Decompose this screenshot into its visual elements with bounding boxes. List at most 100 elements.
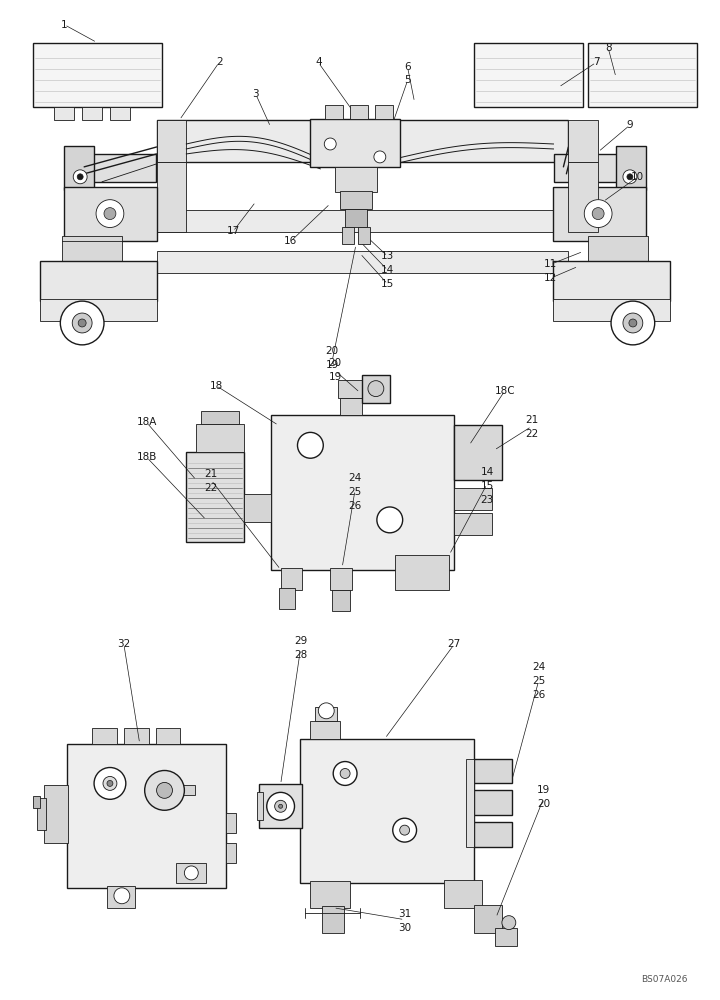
Bar <box>332 589 350 611</box>
Bar <box>179 785 195 795</box>
Bar <box>310 721 340 739</box>
Text: 19: 19 <box>325 360 339 370</box>
Circle shape <box>78 319 86 327</box>
Text: 6: 6 <box>405 62 411 72</box>
Bar <box>474 790 512 815</box>
Bar <box>375 105 392 119</box>
Text: 19: 19 <box>537 785 550 795</box>
Circle shape <box>502 916 516 930</box>
Bar <box>342 227 354 244</box>
Bar <box>271 415 454 570</box>
Circle shape <box>400 825 410 835</box>
Bar <box>474 43 583 107</box>
Text: 15: 15 <box>480 481 494 491</box>
Circle shape <box>104 208 116 220</box>
Text: 8: 8 <box>605 43 611 53</box>
Text: 31: 31 <box>398 909 411 919</box>
Circle shape <box>156 782 173 798</box>
Text: 20: 20 <box>325 346 339 356</box>
Bar <box>258 784 302 828</box>
Text: 21: 21 <box>204 469 217 479</box>
Text: 25: 25 <box>348 487 361 497</box>
Circle shape <box>103 776 117 790</box>
Text: 32: 32 <box>117 639 130 649</box>
Bar <box>444 880 482 908</box>
Text: 22: 22 <box>204 483 217 493</box>
Bar <box>110 107 130 120</box>
Circle shape <box>392 818 417 842</box>
Bar <box>454 513 492 535</box>
Bar <box>244 494 271 522</box>
Bar <box>568 120 598 162</box>
Text: 26: 26 <box>348 501 361 511</box>
Circle shape <box>368 381 384 397</box>
Text: 18C: 18C <box>495 386 516 396</box>
Bar <box>338 380 364 398</box>
Bar <box>40 299 156 321</box>
Bar <box>345 209 367 227</box>
Text: 15: 15 <box>381 279 395 289</box>
Bar <box>300 739 474 883</box>
Bar <box>124 728 148 744</box>
Circle shape <box>592 208 604 220</box>
Circle shape <box>623 170 637 184</box>
Text: 22: 22 <box>525 429 539 439</box>
Bar <box>362 375 390 403</box>
Bar <box>64 146 94 190</box>
Circle shape <box>73 170 87 184</box>
Bar <box>568 162 598 232</box>
Text: 28: 28 <box>294 650 307 660</box>
Text: 14: 14 <box>381 265 395 275</box>
Circle shape <box>611 301 654 345</box>
Bar <box>32 43 161 107</box>
Bar <box>554 299 670 321</box>
Text: 24: 24 <box>348 473 361 483</box>
Bar <box>281 568 302 589</box>
Circle shape <box>627 174 633 180</box>
Text: 18A: 18A <box>137 417 157 427</box>
Bar <box>156 120 186 162</box>
Bar <box>32 796 40 808</box>
Bar <box>310 119 400 167</box>
Text: 17: 17 <box>226 227 240 236</box>
Text: 1: 1 <box>61 20 68 30</box>
Bar <box>257 792 263 820</box>
Bar <box>156 162 186 232</box>
Bar <box>350 105 368 119</box>
Circle shape <box>374 151 386 163</box>
Bar <box>64 187 156 241</box>
Bar <box>37 798 46 830</box>
Bar <box>315 707 337 721</box>
Bar <box>454 488 492 510</box>
Text: 21: 21 <box>525 415 539 425</box>
Circle shape <box>324 138 336 150</box>
Text: 14: 14 <box>480 467 494 477</box>
Text: 4: 4 <box>315 57 322 67</box>
Circle shape <box>184 866 198 880</box>
Text: 18: 18 <box>210 381 222 391</box>
Text: 30: 30 <box>398 923 411 933</box>
Text: 3: 3 <box>253 89 259 99</box>
Circle shape <box>266 792 294 820</box>
Bar <box>63 236 122 261</box>
Bar <box>588 236 648 261</box>
Text: 5: 5 <box>405 75 411 85</box>
Bar <box>92 728 117 744</box>
Bar <box>55 107 74 120</box>
Text: 20: 20 <box>537 799 550 809</box>
Bar <box>454 425 502 480</box>
Bar <box>474 822 512 847</box>
Circle shape <box>629 319 637 327</box>
Circle shape <box>96 200 124 228</box>
Bar <box>45 785 68 843</box>
Text: 10: 10 <box>631 172 644 182</box>
Bar <box>201 410 239 424</box>
Bar <box>554 261 670 301</box>
Bar <box>156 728 181 744</box>
Text: 7: 7 <box>593 57 600 67</box>
Bar <box>156 120 568 162</box>
Circle shape <box>77 174 83 180</box>
Text: 19: 19 <box>328 372 342 382</box>
Text: 16: 16 <box>284 236 297 246</box>
Bar <box>40 261 156 301</box>
